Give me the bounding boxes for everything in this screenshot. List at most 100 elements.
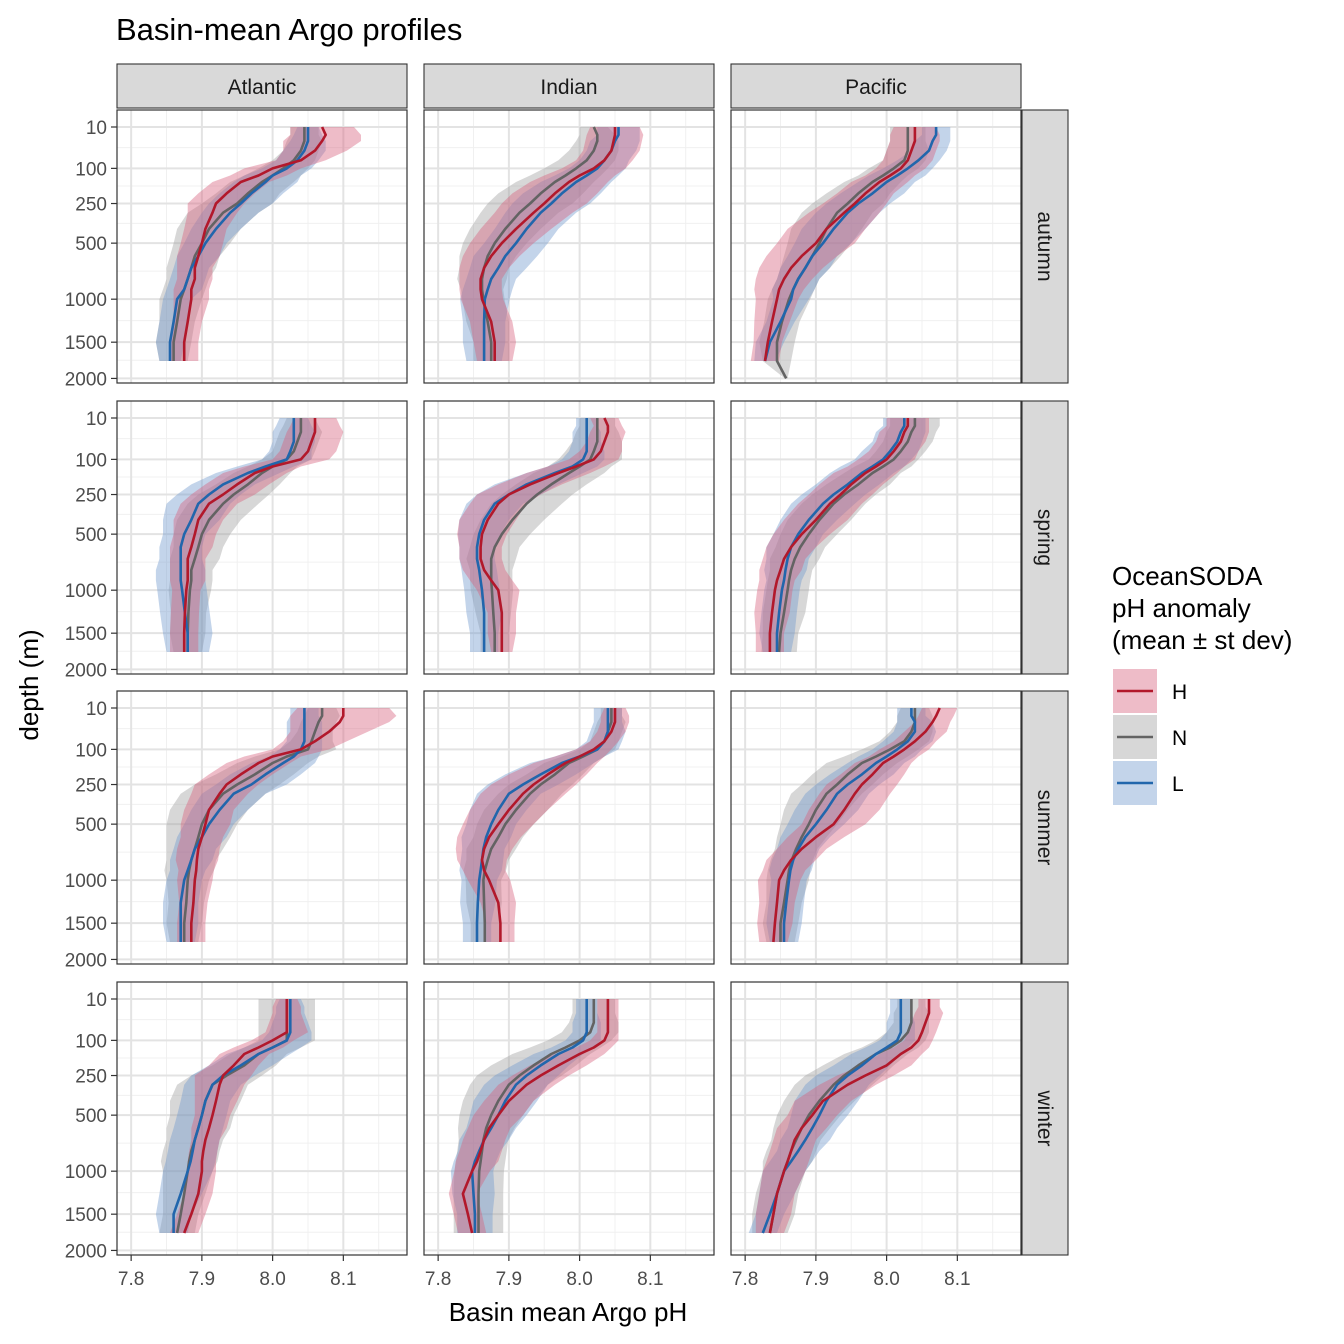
x-tick-label: 7.9 — [803, 1269, 829, 1290]
panel-border — [730, 981, 1022, 1256]
panel-border — [730, 690, 1022, 965]
gridlines — [424, 982, 714, 1255]
line-N — [186, 418, 303, 652]
panel-pacific-winter — [730, 981, 1022, 1256]
ribbon-N — [168, 418, 323, 652]
panel-border — [423, 981, 715, 1256]
gridlines — [731, 401, 1021, 674]
ribbon-N — [761, 418, 940, 652]
y-tick-label: 10 — [86, 409, 107, 430]
y-tick-label: 2000 — [65, 1241, 107, 1262]
strip-atlantic — [116, 63, 408, 109]
line-N — [172, 127, 306, 361]
y-tick-label: 100 — [75, 740, 107, 761]
ribbon-H — [459, 127, 644, 361]
ribbon-H — [175, 708, 397, 942]
ribbon-N — [457, 127, 619, 361]
gridlines — [424, 691, 714, 964]
gridlines — [424, 401, 714, 674]
x-tick-label: 7.8 — [425, 1269, 451, 1290]
panel-border — [730, 400, 1022, 675]
line-L — [763, 127, 938, 362]
strip-label-pacific: Pacific — [845, 76, 907, 99]
panel-border — [423, 400, 715, 675]
line-L — [179, 708, 306, 942]
line-N — [777, 418, 917, 653]
x-tick-label: 7.9 — [496, 1269, 522, 1290]
data-layer — [757, 707, 958, 943]
panel-indian-winter — [423, 981, 715, 1256]
line-H — [182, 999, 289, 1234]
line-L — [172, 999, 292, 1233]
strip-spring — [1021, 400, 1069, 675]
ribbon-L — [458, 418, 605, 652]
legend-title-line: OceanSODA — [1112, 561, 1263, 591]
strip-label-autumn: autumn — [1033, 211, 1056, 281]
panel-border — [730, 109, 1022, 384]
ribbon-N — [159, 999, 315, 1233]
line-H — [190, 708, 345, 942]
panel-background — [424, 691, 714, 964]
ribbon-L — [766, 708, 937, 942]
x-axis-title: Basin mean Argo pH — [449, 1297, 687, 1327]
y-tick-label: 10 — [86, 699, 107, 720]
panel-border — [116, 400, 408, 675]
line-L — [475, 418, 588, 652]
line-N — [489, 418, 599, 652]
legend-item-h: H — [1113, 669, 1187, 713]
legend-label: H — [1172, 681, 1187, 704]
y-tick-label: 500 — [75, 234, 107, 255]
panel-background — [731, 691, 1021, 964]
facet-grid — [116, 109, 1022, 1256]
data-layer — [457, 126, 644, 361]
legend-label: N — [1172, 727, 1187, 750]
panel-pacific-spring — [730, 400, 1022, 675]
ribbon-N — [463, 708, 626, 942]
y-tick-label: 250 — [75, 776, 107, 797]
data-layer — [748, 999, 944, 1234]
y-tick-label: 2000 — [65, 660, 107, 681]
ribbon-L — [155, 418, 315, 652]
panel-background — [117, 982, 407, 1255]
line-H — [480, 708, 617, 942]
ribbon-L — [754, 127, 951, 361]
x-tick-label: 7.8 — [118, 1269, 144, 1290]
line-L — [775, 418, 906, 652]
line-H — [768, 418, 910, 652]
panel-background — [424, 982, 714, 1255]
ribbon-H — [170, 127, 361, 361]
y-tick-label: 1500 — [65, 1205, 107, 1226]
x-tick-label: 8.0 — [259, 1269, 285, 1290]
panel-background — [731, 401, 1021, 674]
y-tick-label: 100 — [75, 1031, 107, 1052]
line-H — [772, 707, 941, 943]
panel-background — [424, 110, 714, 383]
y-tick-label: 1000 — [65, 1162, 107, 1183]
gridlines — [424, 110, 714, 383]
strip-summer — [1021, 690, 1069, 965]
ribbon-N — [155, 127, 323, 361]
ribbon-L — [450, 999, 601, 1233]
x-tick-label: 8.1 — [330, 1269, 356, 1290]
line-H — [763, 127, 917, 362]
y-tick-label: 500 — [75, 525, 107, 546]
panel-indian-spring — [423, 400, 715, 675]
strip-pacific — [730, 63, 1022, 109]
y-tick-label: 1500 — [65, 914, 107, 935]
gridlines — [117, 982, 407, 1255]
ribbon-N — [752, 999, 929, 1233]
panel-background — [117, 691, 407, 964]
ribbon-N — [759, 127, 929, 379]
data-layer — [455, 708, 630, 942]
strip-label-atlantic: Atlantic — [228, 76, 297, 99]
strip-indian — [423, 63, 715, 109]
line-H — [182, 418, 317, 652]
ribbon-H — [757, 708, 958, 942]
panel-atlantic-autumn — [116, 109, 408, 384]
y-tick-label: 10 — [86, 990, 107, 1011]
y-tick-label: 1000 — [65, 581, 107, 602]
axes: 10 100 250 500 1000 1500 2000 10 100 250 500 1000 15… — [65, 118, 971, 1290]
legend-item-n: N — [1113, 715, 1187, 759]
ribbon-N — [466, 418, 622, 652]
y-tick-label: 250 — [75, 1067, 107, 1088]
